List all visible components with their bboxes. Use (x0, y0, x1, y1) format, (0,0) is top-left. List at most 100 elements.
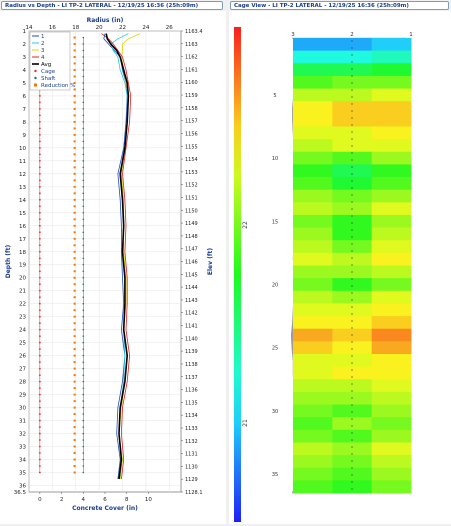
reduction-point (73, 348, 76, 351)
shaft-point (82, 328, 85, 331)
center-dot (351, 390, 353, 392)
reduction-point (73, 439, 76, 442)
heatmap-cell (293, 126, 333, 140)
reduction-point (73, 406, 76, 409)
depth-tick-label: 33 (19, 445, 26, 451)
colorbar-tick-label: 21 (242, 419, 249, 427)
heatmap-cell (332, 177, 373, 191)
shaft-point (82, 173, 85, 175)
center-dot (351, 432, 353, 434)
reduction-point (73, 471, 76, 474)
heatmap-cell (332, 366, 373, 380)
reduction-point (73, 114, 76, 117)
center-dot (351, 271, 353, 273)
reduction-point (73, 380, 76, 383)
cage-point (38, 341, 41, 344)
cage-point (38, 159, 41, 162)
heatmap-cell (332, 404, 373, 418)
cage-point (38, 289, 41, 292)
reduction-point (73, 257, 76, 260)
heatmap-cell (371, 101, 412, 115)
shaft-point (82, 341, 85, 344)
cage-point (38, 257, 41, 260)
center-dot (351, 474, 353, 476)
heatmap-cell (332, 429, 373, 443)
center-dot (351, 313, 353, 315)
center-dot (351, 320, 353, 322)
plot-area (28, 30, 182, 493)
heatmap-cell (332, 442, 373, 456)
center-dot (351, 194, 353, 196)
depth-tick-label: 27 (19, 367, 26, 373)
depth-tick-label: 26 (19, 354, 26, 360)
radius-tick-label: 22 (119, 25, 126, 31)
reduction-point (73, 36, 76, 39)
reduction-point (73, 205, 76, 208)
depth-axis-label: Depth (ft) (5, 244, 12, 278)
cage-point (38, 283, 41, 286)
cage-point (38, 380, 41, 383)
elev-axis-label: Elev (ft) (207, 248, 214, 275)
heatmap-cell (371, 189, 412, 203)
heatmap-cell (293, 177, 333, 191)
heatmap-cell (371, 202, 412, 216)
heatmap-cell (371, 290, 412, 304)
elev-tick-label: 1140 (185, 336, 198, 342)
shaft-point (82, 270, 85, 273)
cage-depth-label: 5 (273, 93, 276, 99)
cage-point (38, 374, 41, 377)
center-dot (351, 131, 353, 133)
depth-tick-label: 36 (19, 484, 26, 490)
heatmap-cell (371, 75, 412, 90)
center-dot (351, 341, 353, 343)
shaft-point (82, 387, 85, 389)
center-dot (351, 89, 353, 91)
heatmap-cell (371, 404, 412, 418)
heatmap-cell (371, 328, 412, 342)
heatmap-cell (332, 290, 373, 304)
shaft-point (82, 419, 85, 422)
cage-point (38, 127, 41, 130)
shaft-point (82, 400, 85, 402)
depth-tick-label: 15 (19, 211, 26, 217)
heatmap-cell (371, 227, 412, 241)
reduction-point (73, 88, 76, 91)
depth-tick-label: 12 (19, 172, 26, 178)
cage-point (38, 172, 41, 175)
depth-tick-label: 6 (23, 94, 27, 100)
reduction-point (73, 179, 76, 182)
shaft-point (82, 127, 85, 130)
cage-depth-label: 10 (272, 156, 278, 162)
radius-tick-label: 26 (166, 25, 173, 31)
depth-tick-label: 11 (19, 159, 26, 165)
heatmap-cell (293, 240, 333, 254)
cage-depth-label: 35 (272, 472, 278, 478)
heatmap-cell (293, 214, 333, 229)
heatmap-cell (293, 227, 333, 241)
cage-point (38, 121, 41, 123)
reduction-point (73, 159, 76, 162)
depth-tick-label: 31 (19, 419, 26, 425)
depth-tick-label: 25 (19, 341, 26, 347)
heatmap-cell (332, 151, 373, 165)
cage-point (38, 335, 41, 338)
center-dot (351, 439, 353, 441)
shaft-point (82, 75, 85, 78)
heatmap-cell (293, 252, 333, 266)
reduction-point (73, 302, 76, 305)
shaft-point (82, 166, 85, 169)
center-dot (351, 418, 353, 420)
reduction-point (73, 127, 76, 130)
shaft-point (82, 101, 85, 104)
elev-tick-label: 1161 (185, 67, 198, 73)
depth-tick-label: 16 (19, 224, 26, 230)
reduction-point (73, 94, 76, 97)
reduction-point (73, 244, 76, 247)
depth-tick-label: 23 (19, 315, 26, 321)
legend-label: Reduction % (41, 83, 75, 89)
heatmap-cell (371, 252, 412, 266)
heatmap-cell (332, 303, 373, 317)
heatmap-cell (332, 379, 373, 393)
center-dot (351, 201, 353, 203)
